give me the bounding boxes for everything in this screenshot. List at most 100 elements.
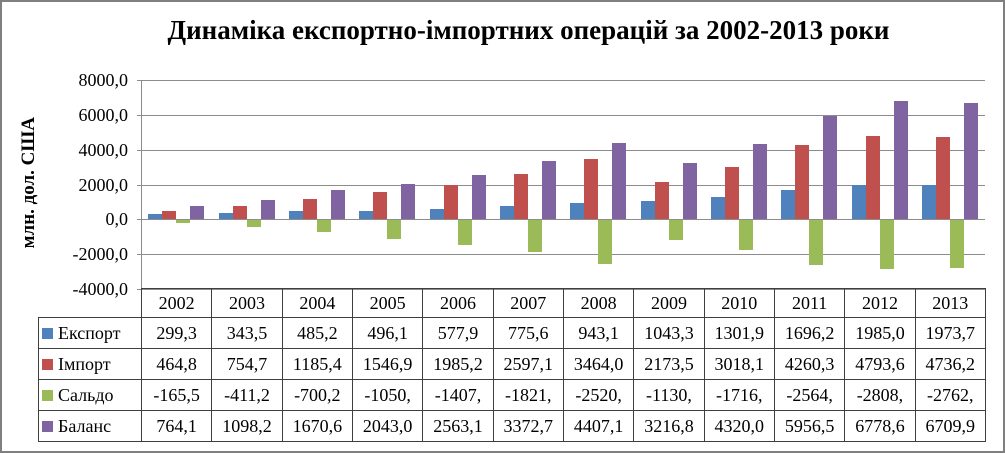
year-header-2012: 2012	[844, 288, 916, 318]
bar-eksport-2013	[921, 185, 936, 220]
cell-saldo-2005: -1050,	[351, 379, 424, 411]
bar-import-2006	[443, 184, 458, 220]
bar-balans-2012	[893, 101, 908, 220]
bar-eksport-2011	[781, 189, 796, 220]
bar-balans-2005	[401, 183, 416, 220]
bar-balans-2007	[541, 160, 556, 220]
year-header-2002: 2002	[140, 288, 213, 318]
bar-eksport-2008	[570, 202, 585, 220]
bar-import-2011	[795, 145, 810, 220]
legend-entry-balans: Баланс	[40, 416, 141, 437]
cell-balans-2004: 1670,6	[281, 410, 353, 442]
y-tick-label-3: 2000,0	[78, 174, 129, 195]
cell-saldo-2011: -2564,	[773, 379, 846, 411]
cell-saldo-2010: -1716,	[703, 379, 775, 411]
cell-balans-2010: 4320,0	[703, 410, 775, 442]
cell-balans-2013: 6709,9	[914, 410, 986, 442]
cell-balans-2003: 1098,2	[211, 410, 283, 442]
bar-eksport-2012	[851, 184, 866, 220]
table-row-import: Імпорт 464,8 754,7 1185,4 1546,9 1985,2 2597,1…	[38, 348, 986, 380]
cell-saldo-2003: -411,2	[211, 379, 283, 411]
bar-balans-2004	[330, 190, 345, 220]
cell-saldo-2013: -2762,	[914, 379, 986, 411]
chart-title: Динаміка експортно-імпортних операцій за…	[167, 15, 890, 45]
cell-balans-2009: 3216,8	[633, 410, 705, 442]
y-tick-label-1: 6000,0	[78, 104, 129, 125]
bar-eksport-2010	[710, 196, 725, 220]
cell-saldo-2004: -700,2	[281, 379, 353, 411]
bar-balans-2002	[190, 206, 205, 220]
bar-balans-2008	[612, 142, 627, 220]
bar-import-2002	[162, 211, 177, 220]
year-header-2013: 2013	[914, 288, 986, 318]
data-table-grid: 2002 2003 2004 2005 2006 2007 2008 2009 2010 2011…	[38, 288, 986, 442]
bar-import-2003	[232, 206, 247, 220]
cell-balans-2007: 3372,7	[492, 410, 564, 442]
year-header-2004: 2004	[281, 288, 353, 318]
cell-eksport-2011: 1696,2	[773, 317, 846, 349]
legend-entry-import: Імпорт	[40, 354, 141, 375]
bar-balans-2003	[260, 200, 275, 220]
cell-balans-2002: 764,1	[140, 410, 213, 442]
legend-key-import-icon	[42, 358, 53, 370]
bar-saldo-2006	[457, 220, 472, 245]
cell-eksport-2005: 496,1	[351, 317, 424, 349]
cell-saldo-2012: -2808,	[844, 379, 916, 411]
cell-balans-2012: 6778,6	[844, 410, 916, 442]
y-axis-line	[141, 80, 142, 289]
y-tick-label-2: 4000,0	[78, 139, 129, 160]
gridline	[137, 219, 985, 221]
row-label-cell-balans: Баланс	[38, 410, 142, 442]
cell-balans-2005: 2043,0	[351, 410, 424, 442]
year-header-row: 2002 2003 2004 2005 2006 2007 2008 2009 2010 2011…	[39, 288, 986, 318]
cell-import-2011: 4260,3	[773, 348, 846, 380]
bar-eksport-2002	[148, 214, 163, 220]
cell-eksport-2003: 343,5	[211, 317, 283, 349]
cell-import-2005: 1546,9	[351, 348, 424, 380]
bar-import-2010	[724, 166, 739, 220]
bar-saldo-2002	[176, 220, 191, 224]
table-row-eksport: Експорт 299,3 343,5 485,2 496,1 577,9 775,6 943…	[38, 317, 986, 349]
cell-eksport-2006: 577,9	[422, 317, 494, 349]
bar-eksport-2007	[499, 205, 514, 220]
cell-eksport-2009: 1043,3	[633, 317, 705, 349]
gridline	[137, 80, 985, 81]
cell-saldo-2008: -2520,	[562, 379, 635, 411]
y-tick-label-5: -2000,0	[72, 244, 129, 265]
table-row-saldo: Сальдо -165,5 -411,2 -700,2 -1050, -1407, -182…	[38, 379, 986, 411]
gridline	[137, 149, 985, 151]
cell-import-2009: 2173,5	[633, 348, 705, 380]
bar-balans-2009	[682, 163, 697, 220]
cell-saldo-2009: -1130,	[633, 379, 705, 411]
bar-saldo-2007	[527, 220, 542, 252]
gridline	[137, 254, 985, 256]
bar-eksport-2004	[288, 210, 303, 220]
bar-import-2013	[935, 136, 950, 220]
bar-saldo-2003	[246, 220, 261, 228]
bar-balans-2006	[471, 174, 486, 220]
cell-eksport-2004: 485,2	[281, 317, 353, 349]
legend-entry-eksport: Експорт	[40, 323, 141, 344]
year-header-2005: 2005	[351, 288, 424, 318]
bar-import-2009	[654, 181, 669, 220]
gridline	[137, 184, 985, 186]
cell-eksport-2002: 299,3	[140, 317, 213, 349]
bar-import-2012	[865, 135, 880, 220]
cell-import-2008: 3464,0	[562, 348, 635, 380]
cell-eksport-2008: 943,1	[562, 317, 635, 349]
bar-saldo-2004	[316, 220, 331, 233]
cell-import-2006: 1985,2	[422, 348, 494, 380]
cell-saldo-2007: -1821,	[492, 379, 564, 411]
legend-key-saldo-icon	[42, 389, 53, 401]
y-tick-label-6: -4000,0	[72, 279, 129, 299]
data-table: 2002 2003 2004 2005 2006 2007 2008 2009 2010 2011…	[38, 288, 986, 442]
cell-saldo-2002: -165,5	[140, 379, 213, 411]
cell-import-2003: 754,7	[211, 348, 283, 380]
year-header-2006: 2006	[422, 288, 494, 318]
cell-eksport-2012: 1985,0	[844, 317, 916, 349]
gridline	[137, 114, 985, 116]
y-tick-label-4: 0,0	[105, 209, 129, 230]
bar-saldo-2013	[949, 220, 964, 269]
table-corner-cell	[39, 289, 142, 318]
